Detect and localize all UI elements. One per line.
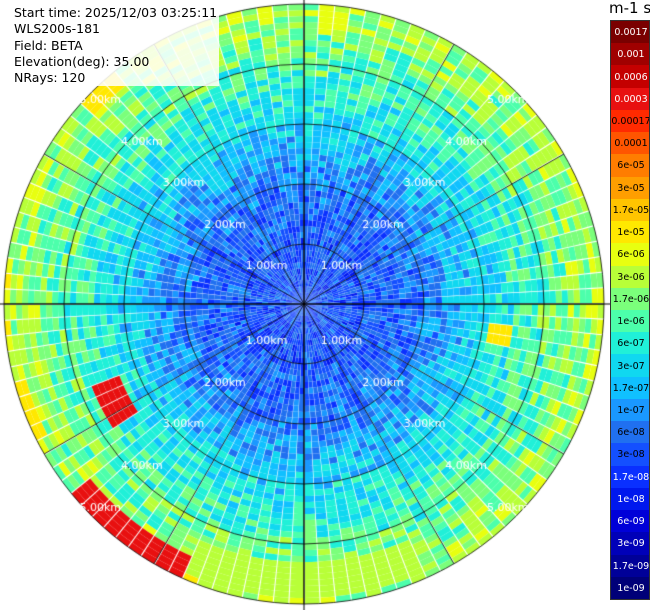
- colorbar-tick: 1e-09: [611, 576, 649, 599]
- start-time-label: Start time: 2025/12/03 03:25:11: [14, 5, 218, 20]
- colorbar-tick: 0.0017: [611, 21, 649, 45]
- colorbar-tick: 1.7e-05: [611, 198, 649, 223]
- colorbar-tick: 1.7e-08: [611, 465, 649, 489]
- colorbar-tick: 6e-06: [611, 243, 649, 267]
- colorbar-tick: 0.00017: [611, 109, 649, 134]
- colorbar-tick: 6e-08: [611, 421, 649, 445]
- colorbar-tick: 1e-06: [611, 310, 649, 334]
- colorbar-tick: 1.7e-09: [611, 554, 649, 578]
- colorbar-tick: 3e-06: [611, 265, 649, 289]
- colorbar-tick: 1.7e-06: [611, 287, 649, 311]
- colorbar-tick: 0.0001: [611, 132, 649, 156]
- nrays-label: NRays: 120: [14, 70, 86, 86]
- colorbar-tick: 0.0003: [611, 87, 649, 111]
- colorbar-tick: 1.7e-07: [611, 376, 649, 400]
- colorbar-tick: 3e-07: [611, 354, 649, 378]
- colorbar-unit-label: m-1 sr-1: [609, 0, 650, 17]
- colorbar-tick: 6e-05: [611, 154, 649, 178]
- colorbar-tick: 3e-08: [611, 443, 649, 467]
- device-label: WLS200s-181: [14, 21, 100, 37]
- colorbar-tick: 6e-07: [611, 332, 649, 356]
- colorbar-tick: 6e-09: [611, 510, 649, 534]
- field-label: Field: BETA: [14, 37, 83, 53]
- scan-info: Start time: 2025/12/03 03:25:11 WLS200s-…: [12, 5, 220, 87]
- colorbar-tick: 1e-07: [611, 398, 649, 423]
- colorbar-tick: 0.001: [611, 43, 649, 67]
- elevation-label: Elevation(deg): 35.00: [14, 53, 150, 69]
- colorbar-tick: 3e-05: [611, 176, 649, 200]
- colorbar: 0.0017 0.001 0.0006 0.0003 0.00017 0.0001 6e-0…: [610, 20, 650, 600]
- colorbar-tick: 1e-08: [611, 487, 649, 512]
- colorbar-tick: 0.0006: [611, 65, 649, 89]
- colorbar-tick: 1e-05: [611, 221, 649, 245]
- colorbar-tick: 3e-09: [611, 532, 649, 556]
